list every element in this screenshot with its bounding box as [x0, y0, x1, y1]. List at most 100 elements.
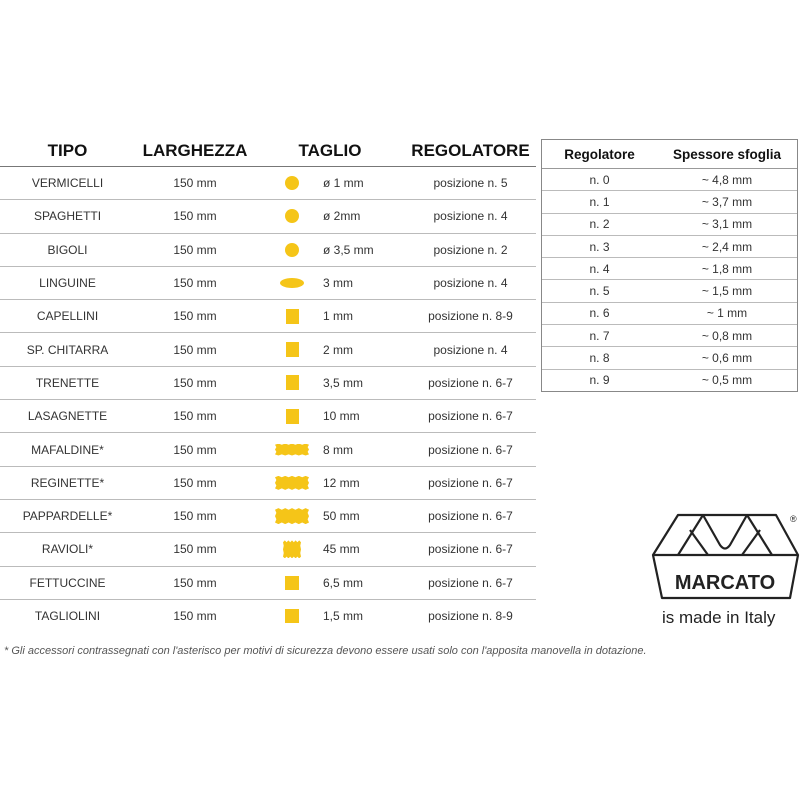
regolatore-cell: posizione n. 8-9 — [428, 609, 513, 623]
larghezza-cell: 150 mm — [173, 509, 217, 524]
taglio-value: 8 mm — [323, 442, 353, 457]
regolatore-cell: posizione n. 8-9 — [428, 309, 513, 324]
pasta-shape-icon — [267, 408, 317, 424]
table-row: n. 5 ~ 1,5 mm — [542, 280, 797, 303]
taglio-cell: 10 mm — [255, 408, 405, 424]
marcato-logo: MARCATO ® — [651, 513, 800, 600]
table-row: PAPPARDELLE* 150 mm 50 mm posizione n. 6… — [0, 500, 536, 534]
spessore-cell: ~ 0,5 mm — [701, 373, 753, 388]
regolatore-cell: posizione n. 6-7 — [428, 509, 513, 524]
pasta-shape-icon — [267, 176, 317, 191]
table-row: n. 1 ~ 3,7 mm — [542, 191, 797, 214]
header-regolatore: REGOLATORE — [411, 141, 530, 160]
regolatore-cell: posizione n. 6-7 — [428, 475, 513, 490]
square-shape-icon — [285, 342, 299, 358]
table-row: VERMICELLI 150 mm ø 1 mm posizione n. 5 — [0, 167, 536, 201]
circle-shape-icon — [285, 209, 299, 224]
spessore-cell: ~ 1,8 mm — [701, 261, 753, 276]
larghezza-cell: 150 mm — [173, 475, 217, 490]
tipo-cell: REGINETTE* — [30, 475, 105, 490]
tipo-cell: LASAGNETTE — [27, 409, 108, 424]
taglio-cell: 50 mm — [255, 508, 405, 525]
pasta-shape-icon — [267, 443, 317, 456]
header-larghezza: LARGHEZZA — [142, 141, 248, 160]
taglio-value: ø 1 mm — [323, 176, 364, 191]
regolatore-cell: posizione n. 6-7 — [428, 375, 513, 390]
larghezza-cell: 150 mm — [173, 609, 217, 623]
table-row: n. 3 ~ 2,4 mm — [542, 236, 797, 259]
taglio-cell: ø 3,5 mm — [255, 242, 405, 257]
taglio-value: 3,5 mm — [323, 375, 364, 390]
table-row: BIGOLI 150 mm ø 3,5 mm posizione n. 2 — [0, 234, 536, 267]
tipo-cell: BIGOLI — [47, 242, 88, 257]
header-spessore: Spessore sfoglia — [672, 146, 782, 162]
square-shape-icon — [285, 408, 299, 424]
tipo-cell: VERMICELLI — [31, 176, 104, 191]
tipo-cell: FETTUCCINE — [29, 575, 106, 590]
regolatore-cell: n. 5 — [589, 284, 610, 299]
table-row: n. 8 ~ 0,6 mm — [542, 347, 797, 370]
sq2-shape-icon — [285, 575, 299, 590]
sq2-shape-icon — [285, 609, 299, 623]
table-row: MAFALDINE* 150 mm 8 mm posizione n. 6-7 — [0, 433, 536, 467]
pasta-shape-icon — [267, 609, 317, 623]
spessore-cell: ~ 4,8 mm — [701, 172, 753, 187]
larghezza-cell: 150 mm — [173, 409, 217, 424]
table-row: n. 0 ~ 4,8 mm — [542, 169, 797, 192]
spessore-cell: ~ 3,1 mm — [701, 217, 753, 232]
regolatore-cell: posizione n. 2 — [433, 242, 508, 257]
table-row: n. 9 ~ 0,5 mm — [542, 370, 797, 391]
regolatore-cell: n. 6 — [589, 306, 610, 321]
taglio-value: 1,5 mm — [323, 609, 364, 623]
taglio-value: 3 mm — [323, 276, 353, 291]
logo-wordmark: MARCATO — [675, 572, 775, 594]
table-row: LASAGNETTE 150 mm 10 mm posizione n. 6-7 — [0, 400, 536, 434]
pasta-shape-icon — [267, 575, 317, 590]
taglio-cell: ø 2mm — [255, 209, 405, 224]
square-shape-icon — [285, 375, 299, 391]
taglio-value: 2 mm — [323, 342, 353, 357]
taglio-cell: 3,5 mm — [255, 375, 405, 391]
regolatore-cell: posizione n. 4 — [433, 209, 508, 224]
taglio-cell: 8 mm — [255, 443, 405, 457]
square-shape-icon — [285, 308, 299, 324]
regolatore-cell: n. 2 — [589, 217, 610, 232]
table-row: SPAGHETTI 150 mm ø 2mm posizione n. 4 — [0, 200, 536, 234]
larghezza-cell: 150 mm — [173, 575, 217, 590]
header-tipo: TIPO — [47, 141, 88, 160]
taglio-cell: 6,5 mm — [255, 575, 405, 590]
taglio-value: ø 2mm — [323, 209, 361, 224]
table-row: FETTUCCINE 150 mm 6,5 mm posizione n. 6-… — [0, 567, 536, 600]
tipo-cell: LINGUINE — [39, 276, 96, 291]
regolatore-cell: n. 7 — [589, 328, 610, 343]
regolatore-cell: n. 0 — [589, 172, 610, 187]
table-header: Regolatore Spessore sfoglia — [542, 140, 797, 169]
pasta-shape-icon — [267, 308, 317, 324]
pasta-cuts-table: TIPO LARGHEZZA TAGLIO REGOLATORE VERMICE… — [0, 136, 536, 632]
table-row: n. 7 ~ 0,8 mm — [542, 325, 797, 348]
tipo-cell: RAVIOLI* — [41, 542, 94, 557]
tipo-cell: TAGLIOLINI — [34, 609, 101, 623]
tipo-cell: TRENETTE — [35, 375, 100, 390]
taglio-cell: 45 mm — [255, 540, 405, 559]
table-row: TRENETTE 150 mm 3,5 mm posizione n. 6-7 — [0, 367, 536, 401]
regolatore-cell: n. 3 — [589, 239, 610, 254]
tipo-cell: SP. CHITARRA — [26, 342, 109, 357]
pasta-shape-icon — [267, 242, 317, 257]
tagline: is made in Italy — [662, 608, 776, 627]
table-row: REGINETTE* 150 mm 12 mm posizione n. 6-7 — [0, 467, 536, 500]
taglio-value: 1 mm — [323, 309, 353, 324]
pasta-shape-icon — [267, 278, 317, 289]
taglio-value: 6,5 mm — [323, 575, 364, 590]
regolatore-cell: posizione n. 6-7 — [428, 575, 513, 590]
regolatore-cell: n. 8 — [589, 351, 610, 366]
wavy-shape-icon — [283, 540, 301, 559]
pasta-shape-icon — [267, 475, 317, 490]
table-row: CAPELLINI 150 mm 1 mm posizione n. 8-9 — [0, 300, 536, 334]
taglio-cell: ø 1 mm — [255, 176, 405, 191]
taglio-value: 12 mm — [323, 475, 360, 490]
regolatore-cell: posizione n. 4 — [433, 342, 508, 357]
spessore-cell: ~ 0,8 mm — [701, 328, 753, 343]
thickness-table: Regolatore Spessore sfoglia n. 0 ~ 4,8 mm… — [541, 139, 798, 392]
tipo-cell: MAFALDINE* — [31, 442, 104, 457]
